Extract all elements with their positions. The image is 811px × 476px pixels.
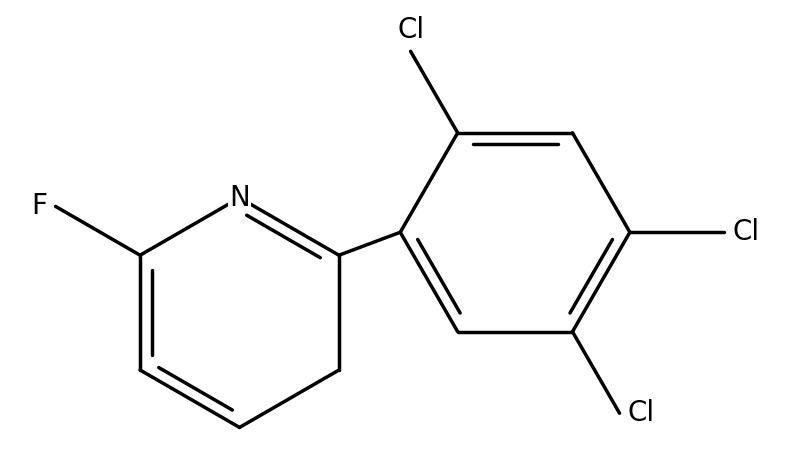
- Text: F: F: [32, 192, 48, 220]
- Text: Cl: Cl: [732, 218, 758, 246]
- Text: N: N: [229, 184, 250, 212]
- Text: Cl: Cl: [627, 399, 654, 427]
- Text: Cl: Cl: [397, 16, 423, 44]
